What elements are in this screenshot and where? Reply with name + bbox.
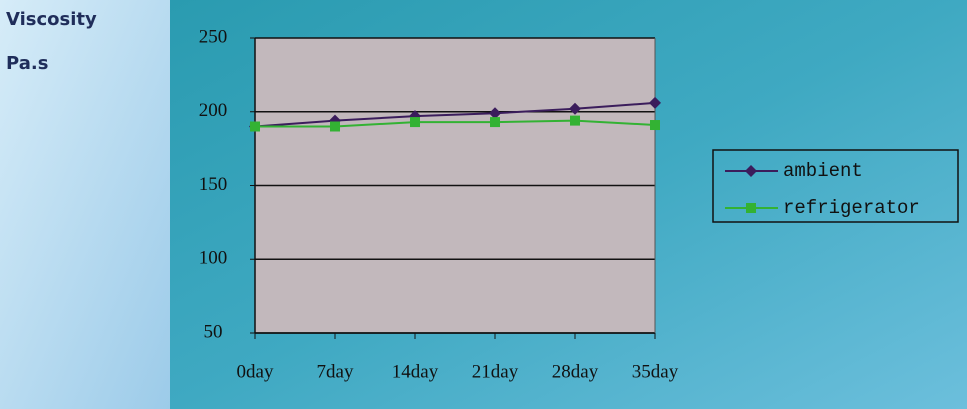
legend-box [712,149,959,223]
point [330,121,340,132]
point [569,102,581,115]
point [649,96,661,109]
legend-marker [745,165,757,177]
x-tick-label: 7day [317,361,354,382]
y-axis-unit: Pa.s [6,53,48,74]
series-line [254,101,656,128]
x-tick-label: 28day [552,361,599,382]
point [250,121,260,132]
y-tick-label: 150 [199,174,228,195]
point [650,120,660,131]
x-tick-label: 35day [632,361,679,382]
y-tick-label: 250 [199,26,228,47]
legend-marker [746,203,756,213]
y-tick-label: 200 [199,100,228,121]
y-axis-label: Viscosity [6,9,97,30]
point [410,117,420,128]
left-panel [0,0,170,409]
x-tick-label: 0day [237,361,274,382]
x-tick-label: 14day [392,361,439,382]
legend-label: refrigerator [783,197,920,219]
legend-label: ambient [783,160,863,182]
point [489,107,501,120]
point [490,117,500,128]
point [570,115,580,126]
y-tick-label: 100 [199,248,228,269]
x-tick-label: 21day [472,361,519,382]
series-line [255,119,656,128]
y-tick-label: 50 [204,321,223,342]
